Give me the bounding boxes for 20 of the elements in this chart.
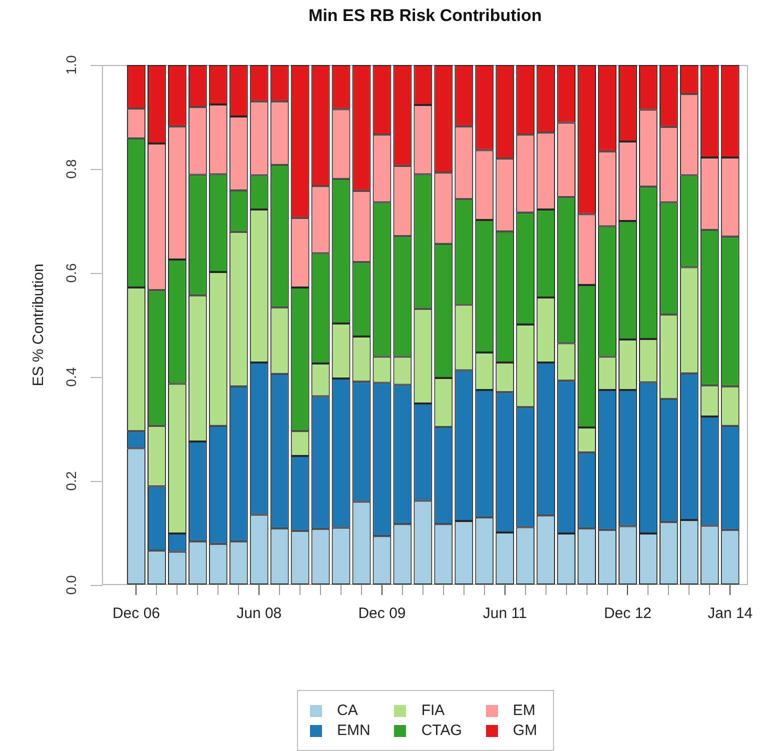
y-tick-label: 0.8 — [62, 159, 79, 179]
y-tick-label: 0.6 — [62, 263, 79, 283]
legend-label: CTAG — [421, 722, 462, 739]
legend-label: EMN — [337, 722, 370, 739]
chart-title: Min ES RB Risk Contribution — [308, 6, 543, 26]
y-tick-label: 0.0 — [62, 575, 79, 595]
y-tick-label: 0.4 — [62, 367, 79, 387]
y-tick-label: 1.0 — [62, 55, 79, 75]
legend-label: GM — [512, 722, 538, 739]
x-tick-label: Jun 08 — [236, 605, 282, 622]
legend-label: FIA — [421, 702, 445, 719]
legend-label: EM — [512, 702, 536, 719]
x-tick-label: Jan 14 — [708, 605, 753, 622]
x-tick-label: Dec 12 — [604, 605, 652, 622]
x-tick-label: Dec 06 — [112, 605, 160, 622]
y-axis-title: ES % Contribution — [30, 264, 48, 386]
y-tick-label: 0.2 — [62, 471, 79, 491]
legend-label: CA — [337, 702, 358, 719]
x-tick-label: Jun 11 — [482, 605, 527, 622]
x-tick-label: Dec 09 — [358, 605, 406, 622]
